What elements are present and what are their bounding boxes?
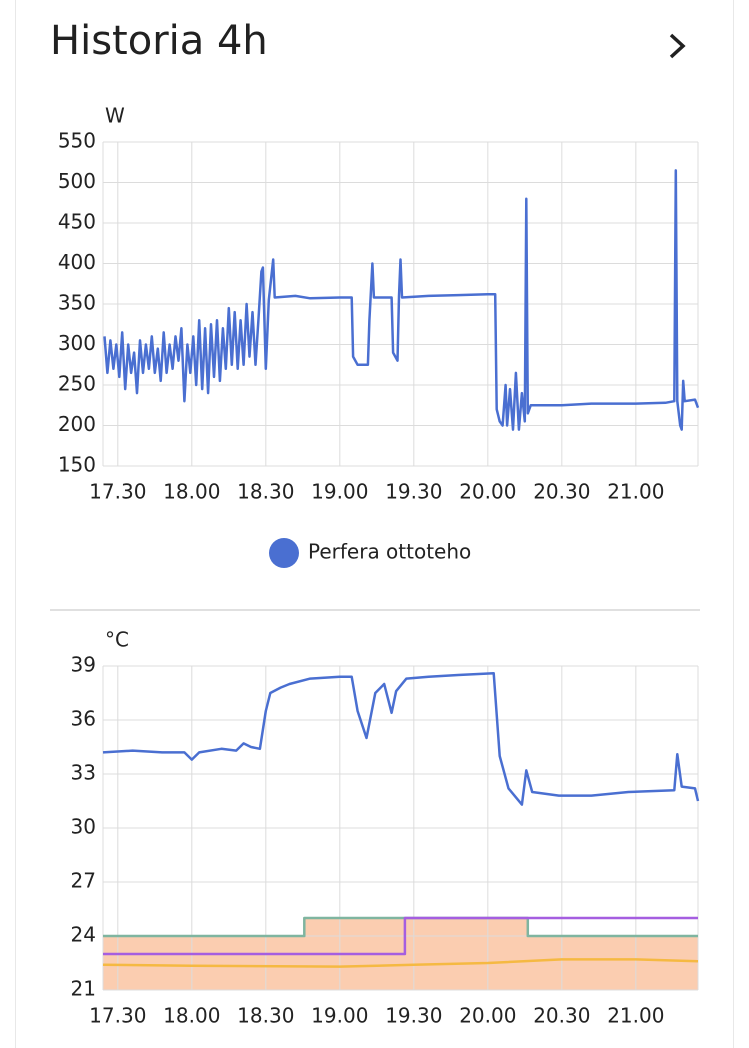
- y-tick-label: 150: [58, 453, 96, 477]
- series-line: [102, 958, 699, 968]
- y-tick-label: 200: [58, 412, 96, 436]
- y-tick-label: 39: [71, 653, 96, 677]
- y-axis-unit: W: [105, 104, 125, 128]
- series-line: [103, 169, 700, 431]
- series-line: [102, 671, 700, 806]
- y-tick-label: 500: [58, 169, 96, 193]
- y-tick-label: 33: [71, 761, 96, 785]
- y-tick-label: 36: [71, 707, 96, 731]
- y-tick-label: 24: [71, 923, 96, 947]
- x-tick-label: 21.00: [607, 480, 664, 504]
- y-tick-label: 21: [71, 977, 96, 1001]
- y-tick-label: 30: [71, 815, 96, 839]
- more-chevron[interactable]: [669, 33, 686, 59]
- x-tick-label: 19.30: [385, 480, 442, 504]
- x-tick-label: 20.30: [533, 480, 590, 504]
- x-tick-label: 19.00: [311, 480, 368, 504]
- x-tick-label: 20.30: [533, 1004, 590, 1028]
- x-tick-label: 20.00: [459, 480, 516, 504]
- y-tick-label: 300: [58, 331, 96, 355]
- y-tick-label: 550: [58, 129, 96, 153]
- y-tick-label: 27: [71, 869, 96, 893]
- legend-marker: [269, 538, 299, 568]
- x-tick-label: 18.00: [163, 1004, 220, 1028]
- y-tick-label: 400: [58, 250, 96, 274]
- x-tick-label: 17.30: [89, 480, 146, 504]
- y-tick-label: 250: [58, 372, 96, 396]
- x-tick-label: 18.30: [237, 480, 294, 504]
- card-title: Historia 4h: [50, 18, 268, 64]
- legend-label: Perfera ottoteho: [308, 540, 471, 564]
- x-tick-label: 18.30: [237, 1004, 294, 1028]
- y-tick-label: 450: [58, 210, 96, 234]
- x-tick-label: 19.00: [311, 1004, 368, 1028]
- y-tick-label: 350: [58, 291, 96, 315]
- x-tick-label: 17.30: [89, 1004, 146, 1028]
- x-tick-label: 19.30: [385, 1004, 442, 1028]
- y-axis-unit: °C: [105, 628, 129, 652]
- series-line: [103, 916, 698, 956]
- x-tick-label: 18.00: [163, 480, 220, 504]
- x-tick-label: 20.00: [459, 1004, 516, 1028]
- x-tick-label: 21.00: [607, 1004, 664, 1028]
